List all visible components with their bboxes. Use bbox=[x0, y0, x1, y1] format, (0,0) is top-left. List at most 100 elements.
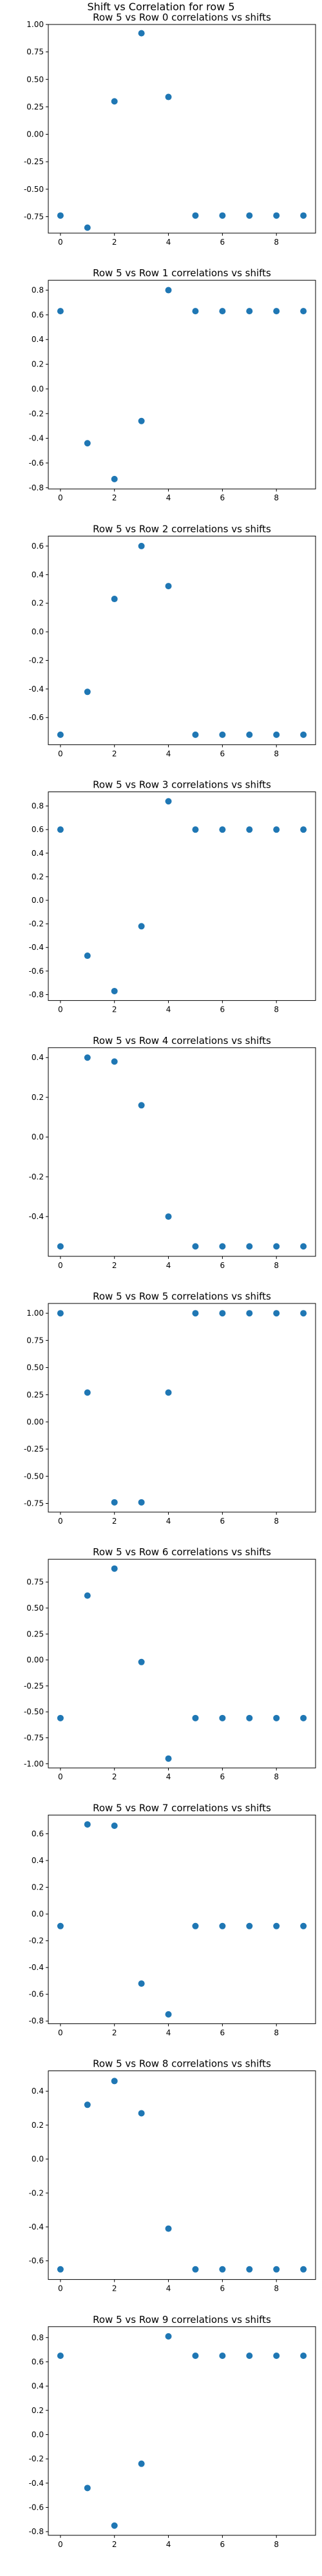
scatter-point bbox=[219, 1243, 226, 1250]
x-tick-label: 8 bbox=[274, 1517, 279, 1526]
y-tick-label: -0.75 bbox=[24, 1733, 44, 1742]
y-tick-label: 0.0 bbox=[32, 1133, 44, 1142]
scatter-point bbox=[111, 1058, 118, 1065]
scatter-point bbox=[84, 2101, 91, 2108]
y-tick-label: 0.4 bbox=[32, 1053, 44, 1062]
scatter-point bbox=[300, 731, 307, 738]
y-tick-label: 0.2 bbox=[32, 2406, 44, 2415]
x-tick-label: 2 bbox=[112, 238, 117, 247]
y-tick-label: 0.75 bbox=[26, 1578, 44, 1587]
scatter-point bbox=[57, 1310, 64, 1317]
scatter-point bbox=[192, 212, 199, 219]
scatter-point bbox=[300, 1243, 307, 1250]
chart-panel-6: Row 5 vs Row 6 correlations vs shifts -1.… bbox=[24, 1546, 316, 1781]
scatter-point bbox=[57, 1922, 64, 1929]
x-tick-label: 0 bbox=[58, 493, 63, 502]
y-tick-label: -0.6 bbox=[29, 2257, 44, 2266]
chart-panel-2: Row 5 vs Row 2 correlations vs shifts -0.… bbox=[29, 523, 316, 758]
x-tick-label: 4 bbox=[166, 493, 171, 502]
scatter-point bbox=[138, 30, 145, 37]
scatter-point bbox=[138, 2110, 145, 2117]
y-tick-label: 0.50 bbox=[26, 1363, 44, 1372]
y-tick-label: -0.4 bbox=[29, 1963, 44, 1972]
axes-frame bbox=[48, 1814, 316, 2024]
scatter-point bbox=[246, 731, 253, 738]
scatter-point bbox=[300, 826, 307, 833]
y-tick-label: 0.0 bbox=[32, 1909, 44, 1918]
y-tick-label: -0.50 bbox=[24, 1707, 44, 1716]
scatter-point bbox=[138, 1658, 145, 1665]
chart-title: Row 5 vs Row 2 correlations vs shifts bbox=[93, 523, 271, 535]
y-tick-label: -0.50 bbox=[24, 185, 44, 194]
scatter-point bbox=[300, 1310, 307, 1317]
y-tick-label: -0.75 bbox=[24, 1499, 44, 1508]
x-tick-label: 2 bbox=[112, 2284, 117, 2293]
scatter-point bbox=[57, 731, 64, 738]
y-tick-label: 0.2 bbox=[32, 1883, 44, 1892]
x-tick-label: 6 bbox=[220, 2540, 225, 2549]
scatter-point bbox=[165, 1755, 172, 1762]
y-tick-label: -0.6 bbox=[29, 713, 44, 722]
y-tick-label: 0.00 bbox=[26, 1656, 44, 1665]
scatter-point bbox=[246, 1714, 253, 1721]
scatter-point bbox=[300, 2353, 307, 2360]
scatter-point bbox=[111, 475, 118, 482]
x-tick-label: 0 bbox=[58, 1005, 63, 1014]
x-tick-label: 4 bbox=[166, 2540, 171, 2549]
scatter-point bbox=[111, 2078, 118, 2085]
y-tick-label: -0.6 bbox=[29, 1990, 44, 1999]
scatter-point bbox=[138, 417, 145, 424]
y-tick-label: 0.4 bbox=[32, 335, 44, 344]
scatter-point bbox=[165, 583, 172, 590]
scatter-point bbox=[138, 2460, 145, 2467]
x-tick-label: 8 bbox=[274, 1261, 279, 1270]
scatter-point bbox=[57, 308, 64, 315]
scatter-point bbox=[192, 1714, 199, 1721]
x-tick-label: 2 bbox=[112, 1772, 117, 1781]
y-tick-label: 0.00 bbox=[26, 1417, 44, 1426]
y-tick-label: 0.8 bbox=[32, 286, 44, 295]
scatter-point bbox=[111, 1565, 118, 1572]
scatter-point bbox=[219, 308, 226, 315]
y-tick-label: 0.0 bbox=[32, 2430, 44, 2439]
y-tick-label: -1.00 bbox=[24, 1759, 44, 1768]
y-tick-label: -0.50 bbox=[24, 1472, 44, 1481]
scatter-point bbox=[138, 1102, 145, 1109]
y-tick-label: 0.0 bbox=[32, 896, 44, 905]
chart-panel-0: Row 5 vs Row 0 correlations vs shifts -0.… bbox=[24, 12, 316, 247]
x-tick-label: 6 bbox=[220, 1517, 225, 1526]
y-tick-label: -0.8 bbox=[29, 2527, 44, 2536]
scatter-point bbox=[57, 826, 64, 833]
scatter-point bbox=[219, 1714, 226, 1721]
scatter-point bbox=[273, 2266, 280, 2273]
x-tick-label: 4 bbox=[166, 1772, 171, 1781]
y-tick-label: -0.2 bbox=[29, 1172, 44, 1181]
y-tick-label: -0.2 bbox=[29, 656, 44, 665]
chart-title: Row 5 vs Row 7 correlations vs shifts bbox=[93, 1802, 271, 1814]
scatter-point bbox=[111, 1499, 118, 1506]
x-tick-label: 4 bbox=[166, 2028, 171, 2037]
x-tick-label: 0 bbox=[58, 1517, 63, 1526]
y-tick-label: 0.4 bbox=[32, 2087, 44, 2096]
x-tick-label: 8 bbox=[274, 238, 279, 247]
chart-title: Row 5 vs Row 8 correlations vs shifts bbox=[93, 2058, 271, 2070]
y-tick-label: 0.0 bbox=[32, 627, 44, 636]
scatter-point bbox=[111, 987, 118, 994]
x-tick-label: 0 bbox=[58, 2284, 63, 2293]
x-tick-label: 8 bbox=[274, 749, 279, 758]
x-tick-label: 6 bbox=[220, 1261, 225, 1270]
scatter-point bbox=[219, 826, 226, 833]
y-tick-label: -0.25 bbox=[24, 1681, 44, 1690]
scatter-point bbox=[219, 731, 226, 738]
y-tick-label: -0.4 bbox=[29, 685, 44, 694]
scatter-point bbox=[138, 1499, 145, 1506]
scatter-point bbox=[273, 2353, 280, 2360]
scatter-point bbox=[57, 2353, 64, 2360]
x-tick-label: 0 bbox=[58, 749, 63, 758]
scatter-point bbox=[246, 2353, 253, 2360]
scatter-point bbox=[138, 1980, 145, 1987]
scatter-point bbox=[165, 287, 172, 294]
y-tick-label: 0.6 bbox=[32, 825, 44, 834]
x-tick-label: 4 bbox=[166, 2284, 171, 2293]
